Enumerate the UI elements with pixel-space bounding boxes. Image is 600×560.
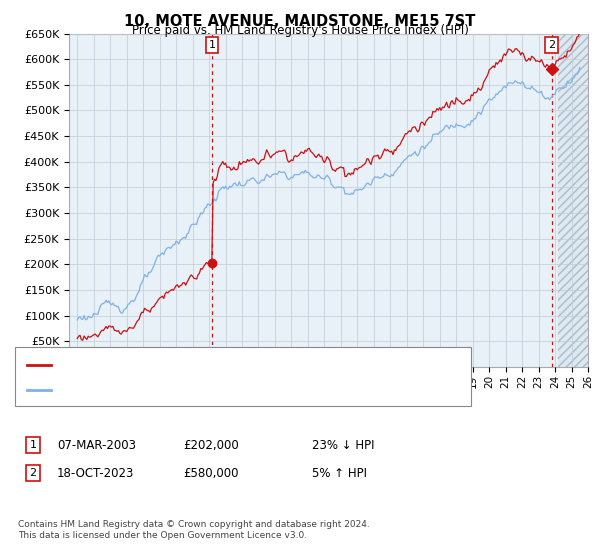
Text: Contains HM Land Registry data © Crown copyright and database right 2024.: Contains HM Land Registry data © Crown c… <box>18 520 370 529</box>
Bar <box>558 34 588 367</box>
Text: £580,000: £580,000 <box>183 466 239 480</box>
Text: 1: 1 <box>29 440 37 450</box>
Text: 2: 2 <box>29 468 37 478</box>
Text: £202,000: £202,000 <box>183 438 239 452</box>
Text: This data is licensed under the Open Government Licence v3.0.: This data is licensed under the Open Gov… <box>18 531 307 540</box>
Text: 10, MOTE AVENUE, MAIDSTONE, ME15 7ST: 10, MOTE AVENUE, MAIDSTONE, ME15 7ST <box>124 14 476 29</box>
Text: Price paid vs. HM Land Registry's House Price Index (HPI): Price paid vs. HM Land Registry's House … <box>131 24 469 37</box>
Text: 18-OCT-2023: 18-OCT-2023 <box>57 466 134 480</box>
Text: HPI: Average price, detached house, Maidstone: HPI: Average price, detached house, Maid… <box>55 385 314 395</box>
Text: 2: 2 <box>548 40 555 50</box>
Text: 23% ↓ HPI: 23% ↓ HPI <box>312 438 374 452</box>
Text: 1: 1 <box>209 40 215 50</box>
Bar <box>558 34 588 367</box>
Text: 07-MAR-2003: 07-MAR-2003 <box>57 438 136 452</box>
Bar <box>558 34 588 367</box>
Text: 5% ↑ HPI: 5% ↑ HPI <box>312 466 367 480</box>
Text: 10, MOTE AVENUE, MAIDSTONE, ME15 7ST (detached house): 10, MOTE AVENUE, MAIDSTONE, ME15 7ST (de… <box>55 360 389 370</box>
